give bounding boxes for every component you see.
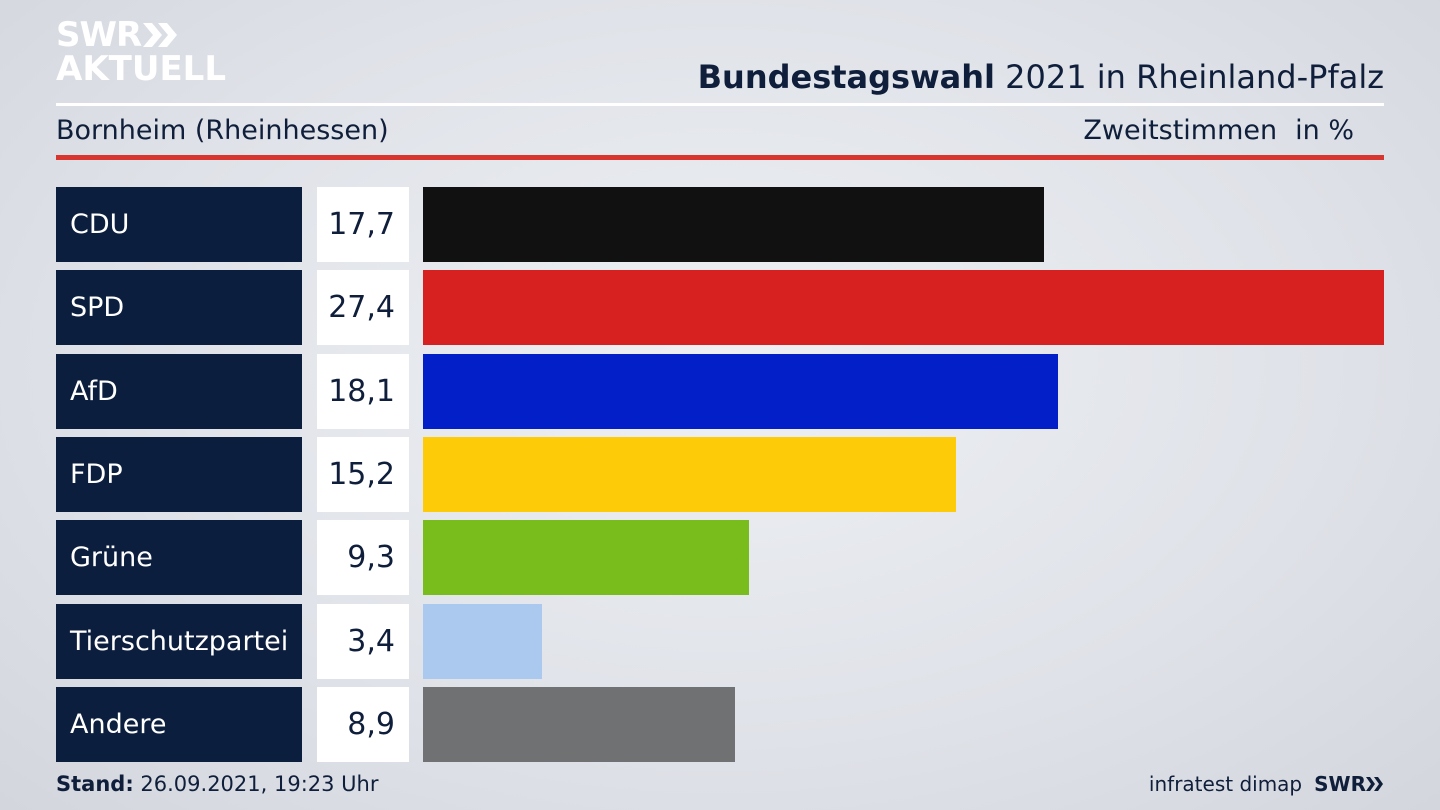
timestamp: Stand: 26.09.2021, 19:23 Uhr	[56, 772, 379, 796]
measure-text: Zweitstimmen	[1083, 115, 1278, 146]
value-label: 27,4	[317, 270, 409, 345]
unit-text: in %	[1295, 115, 1354, 146]
location-label: Bornheim (Rheinhessen)	[56, 115, 389, 146]
value-label: 9,3	[317, 520, 409, 595]
party-label: CDU	[56, 187, 302, 262]
value-label: 17,7	[317, 187, 409, 262]
value-label: 18,1	[317, 354, 409, 429]
bar	[423, 354, 1058, 429]
value-label: 15,2	[317, 437, 409, 512]
accent-divider	[56, 155, 1384, 160]
measure-label: Zweitstimmen in %	[1083, 115, 1354, 146]
bar-row: Andere 8,9	[56, 687, 1384, 762]
header-divider	[56, 103, 1384, 106]
bar	[423, 604, 542, 679]
party-label: Grüne	[56, 520, 302, 595]
bar-row: Tierschutzpartei 3,4	[56, 604, 1384, 679]
source-credit: infratest dimap SWR	[1149, 772, 1384, 796]
party-label: FDP	[56, 437, 302, 512]
party-label: Tierschutzpartei	[56, 604, 302, 679]
title-bold: Bundestagswahl	[697, 58, 995, 96]
logo-swr-text: SWR	[56, 15, 142, 55]
bar-row: CDU 17,7	[56, 187, 1384, 262]
bar-row: FDP 15,2	[56, 437, 1384, 512]
party-label: Andere	[56, 687, 302, 762]
party-label: SPD	[56, 270, 302, 345]
footer-swr-text: SWR	[1314, 772, 1366, 796]
stand-label: Stand:	[56, 772, 134, 796]
footer-swr-logo: SWR	[1314, 772, 1384, 796]
swr-aktuell-logo: SWR AKTUELL	[56, 18, 226, 86]
value-label: 8,9	[317, 687, 409, 762]
bar	[423, 687, 735, 762]
page-title: Bundestagswahl 2021 in Rheinland-Pfalz	[698, 58, 1384, 96]
source-text: infratest dimap	[1148, 772, 1303, 796]
bar	[423, 187, 1044, 262]
bar-row: Grüne 9,3	[56, 520, 1384, 595]
logo-aktuell-text: AKTUELL	[56, 49, 227, 89]
bar-row: AfD 18,1	[56, 354, 1384, 429]
bar	[423, 270, 1384, 345]
value-label: 3,4	[317, 604, 409, 679]
bar	[423, 520, 749, 595]
bar-row: SPD 27,4	[56, 270, 1384, 345]
bar	[423, 437, 956, 512]
party-label: AfD	[56, 354, 302, 429]
stand-value: 26.09.2021, 19:23 Uhr	[133, 772, 379, 796]
title-rest: 2021 in Rheinland-Pfalz	[995, 58, 1384, 96]
logo-chevrons-icon	[143, 23, 178, 47]
footer-chevrons-icon	[1366, 777, 1383, 791]
